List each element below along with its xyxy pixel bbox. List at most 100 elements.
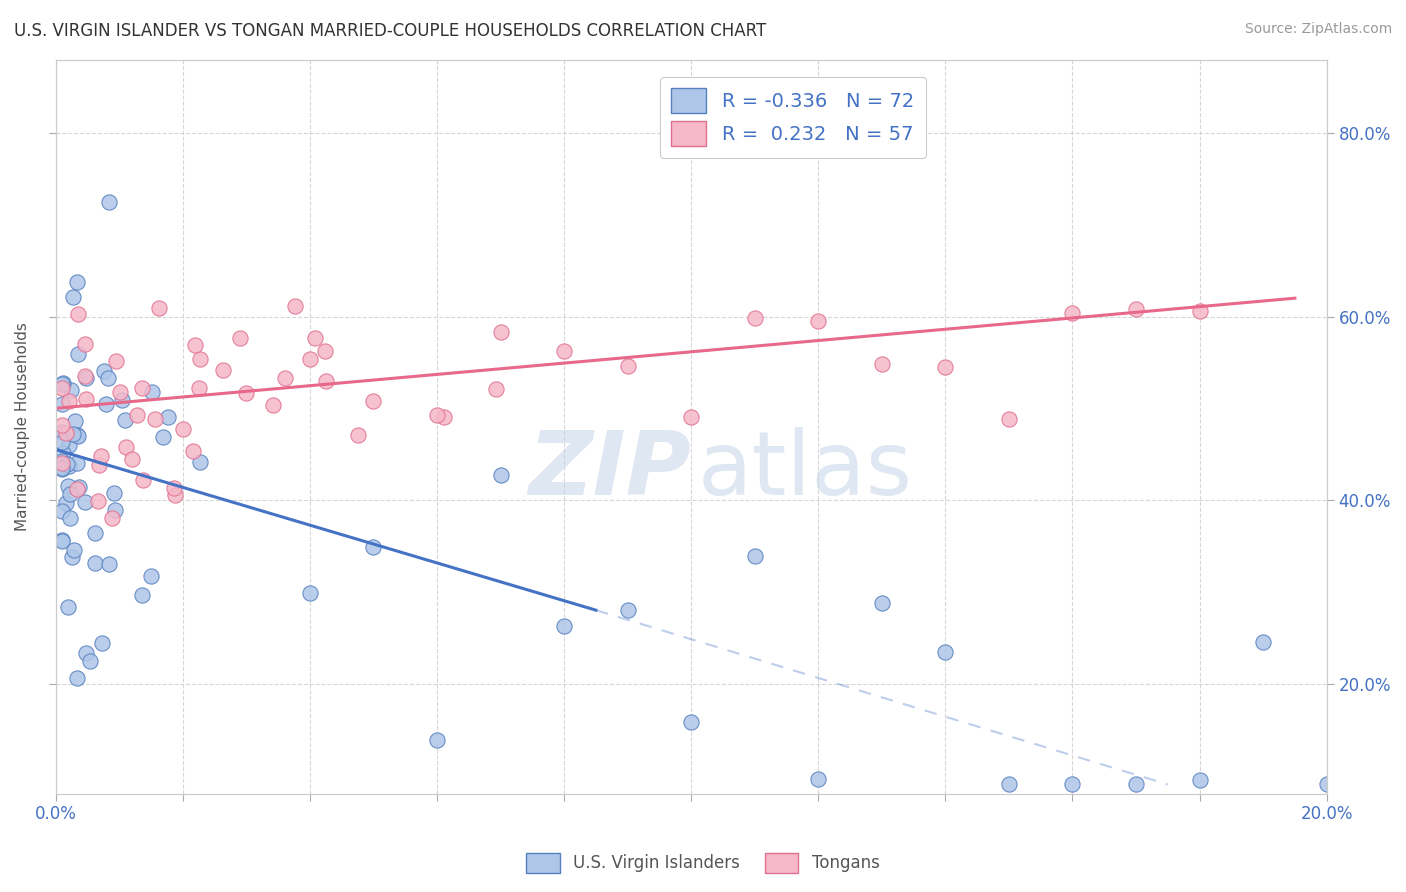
Point xyxy=(83,556,105,570)
Point xyxy=(485,382,508,396)
Point xyxy=(59,383,82,397)
Text: U.S. VIRGIN ISLANDER VS TONGAN MARRIED-COUPLE HOUSEHOLDS CORRELATION CHART: U.S. VIRGIN ISLANDER VS TONGAN MARRIED-C… xyxy=(14,22,766,40)
Point xyxy=(51,461,73,475)
Text: ZIP: ZIP xyxy=(529,427,692,514)
Point xyxy=(1251,634,1274,648)
Point xyxy=(284,299,307,313)
Point xyxy=(870,358,893,372)
Point xyxy=(1062,306,1084,320)
Point xyxy=(148,301,170,315)
Point xyxy=(553,343,575,358)
Point xyxy=(235,386,257,401)
Point xyxy=(67,480,90,494)
Point xyxy=(58,459,80,474)
Point xyxy=(62,426,84,441)
Point xyxy=(681,715,703,730)
Point xyxy=(188,352,211,367)
Point xyxy=(75,369,97,384)
Point xyxy=(93,364,115,378)
Point xyxy=(59,487,82,501)
Point xyxy=(681,409,703,424)
Point xyxy=(101,511,124,525)
Point xyxy=(131,381,153,395)
Point xyxy=(228,331,250,345)
Point xyxy=(66,428,89,442)
Point xyxy=(63,413,86,427)
Point xyxy=(188,455,211,469)
Point xyxy=(51,434,73,449)
Point xyxy=(51,418,73,433)
Point xyxy=(51,461,73,475)
Point xyxy=(870,596,893,610)
Point xyxy=(274,371,297,385)
Point xyxy=(51,456,73,470)
Point xyxy=(91,636,114,650)
Point xyxy=(90,449,112,463)
Point xyxy=(55,425,77,440)
Point xyxy=(73,336,96,351)
Point xyxy=(934,359,956,374)
Point xyxy=(125,408,148,422)
Y-axis label: Married-couple Households: Married-couple Households xyxy=(15,322,30,531)
Point xyxy=(163,481,186,495)
Point xyxy=(489,325,512,339)
Point xyxy=(426,732,449,747)
Point xyxy=(163,488,186,502)
Point xyxy=(51,454,73,468)
Point xyxy=(51,397,73,411)
Point xyxy=(121,452,143,467)
Point xyxy=(298,586,321,600)
Point xyxy=(1188,304,1211,318)
Point xyxy=(66,671,89,685)
Point xyxy=(59,511,82,525)
Point xyxy=(62,289,84,303)
Point xyxy=(131,588,153,602)
Point xyxy=(553,619,575,633)
Point xyxy=(63,543,86,558)
Point xyxy=(152,430,174,444)
Point xyxy=(51,504,73,518)
Point xyxy=(108,384,131,399)
Point xyxy=(52,446,75,460)
Point xyxy=(67,347,90,361)
Text: Source: ZipAtlas.com: Source: ZipAtlas.com xyxy=(1244,22,1392,37)
Point xyxy=(65,276,87,290)
Point xyxy=(75,370,97,384)
Point xyxy=(51,381,73,395)
Point xyxy=(66,456,89,470)
Point xyxy=(172,422,194,436)
Point xyxy=(934,645,956,659)
Point xyxy=(58,438,80,452)
Point xyxy=(132,473,155,487)
Point xyxy=(58,600,80,615)
Point xyxy=(52,376,75,390)
Point xyxy=(105,354,128,368)
Point xyxy=(188,381,211,395)
Point xyxy=(998,411,1021,425)
Point xyxy=(114,440,136,454)
Point xyxy=(1062,777,1084,791)
Point xyxy=(432,410,454,425)
Point xyxy=(103,486,125,500)
Point xyxy=(211,363,233,377)
Point xyxy=(363,540,385,554)
Point xyxy=(1316,777,1339,791)
Point xyxy=(143,412,166,426)
Point xyxy=(51,533,73,548)
Point xyxy=(84,526,107,541)
Point xyxy=(807,314,830,328)
Point xyxy=(184,338,207,352)
Point xyxy=(998,777,1021,791)
Point xyxy=(744,311,766,326)
Point xyxy=(56,458,79,472)
Point xyxy=(183,444,205,458)
Point xyxy=(111,392,134,407)
Point xyxy=(426,408,449,422)
Point xyxy=(60,549,83,564)
Point xyxy=(744,549,766,564)
Legend: U.S. Virgin Islanders, Tongans: U.S. Virgin Islanders, Tongans xyxy=(520,847,886,880)
Point xyxy=(1188,773,1211,788)
Point xyxy=(315,374,337,388)
Point xyxy=(94,397,117,411)
Point xyxy=(304,330,326,344)
